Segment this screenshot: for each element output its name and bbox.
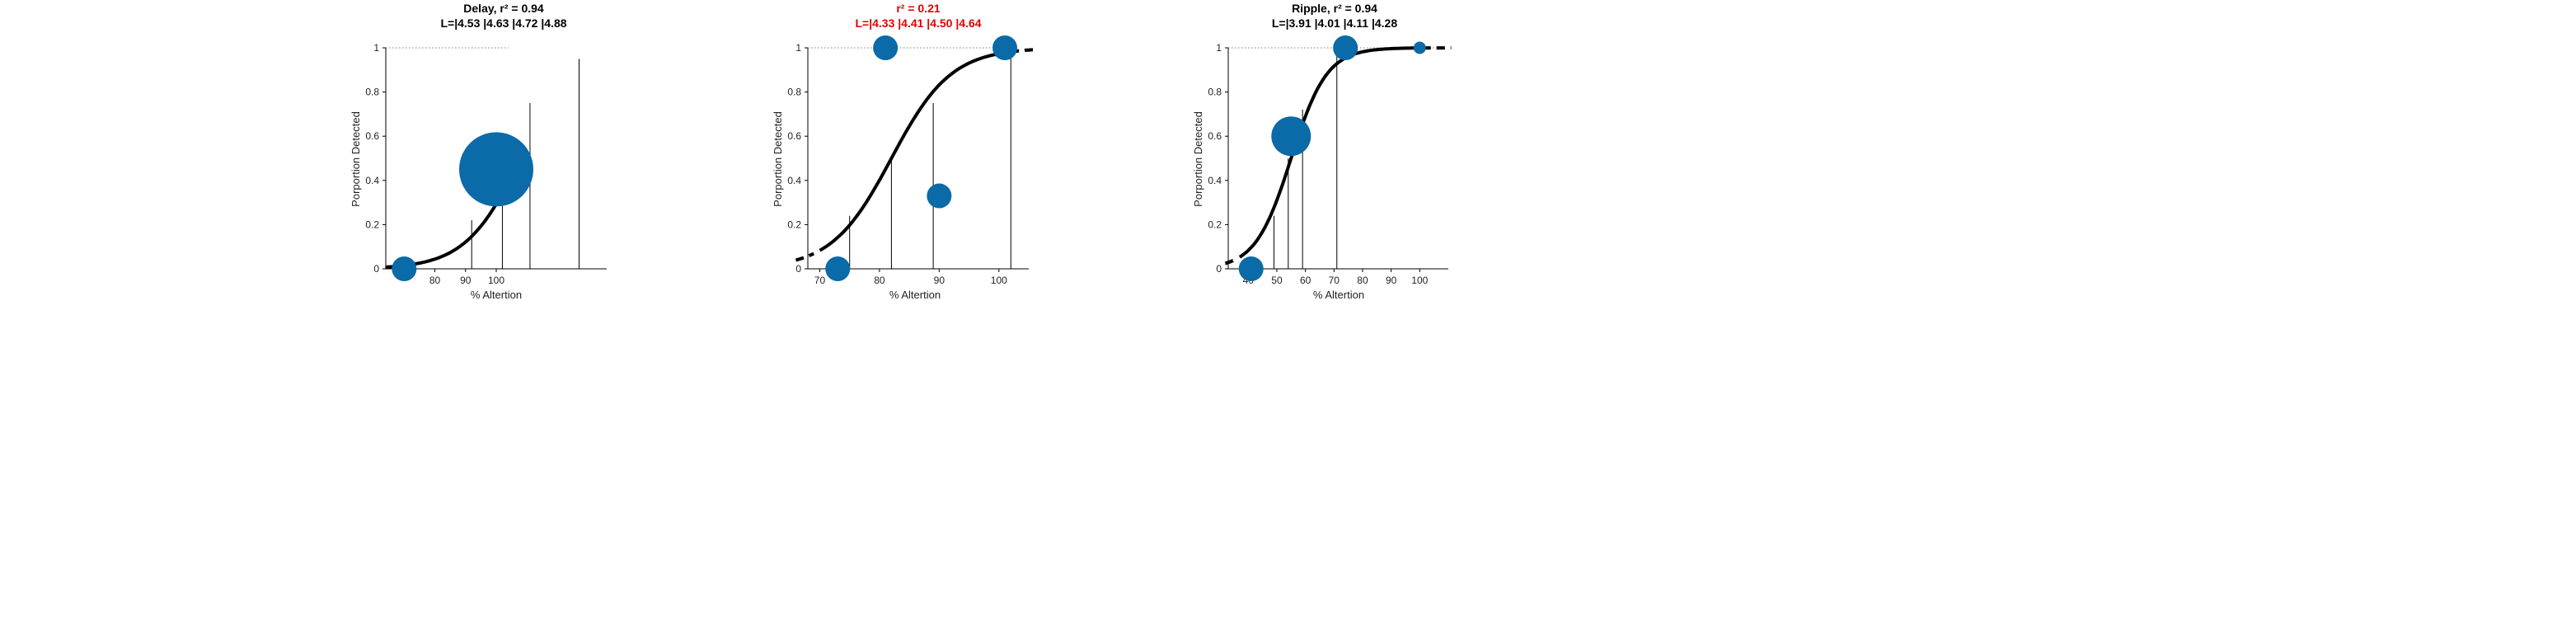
data-point [1333, 35, 1358, 60]
panel-second: r² = 0.21 L=|4.33 |4.41 |4.50 |4.64 Porp… [772, 2, 1035, 301]
y-tick-label: 0.2 [787, 219, 801, 230]
y-tick-label: 1 [795, 42, 801, 54]
fit-curve [1238, 46, 1420, 259]
fit-curve [819, 50, 1006, 252]
y-tick-label: 0.8 [365, 87, 379, 98]
y-tick-label: 1 [373, 42, 379, 54]
y-tick-label: 1 [1216, 42, 1222, 54]
x-tick-label: 70 [1329, 275, 1340, 286]
y-tick-label: 0 [373, 263, 379, 275]
data-point [927, 183, 952, 209]
y-axis-label: Porportion Detected [772, 111, 784, 207]
y-tick-label: 0 [1216, 263, 1222, 275]
x-axis-label: % Altertion [471, 289, 522, 301]
x-tick-label: 80 [874, 275, 885, 286]
data-point [1271, 116, 1311, 157]
data-point [1238, 256, 1264, 281]
data-point [392, 256, 417, 281]
fit-curve-extrapolation [795, 251, 815, 262]
panel-ripple: Ripple, r² = 0.94 L=|3.91 |4.01 |4.11 |4… [1192, 2, 1452, 301]
y-axis-label: Porportion Detected [1192, 111, 1204, 207]
data-point [1413, 41, 1426, 54]
x-tick-label: 100 [991, 275, 1007, 286]
x-tick-label: 80 [429, 275, 441, 286]
panel-title-line2: L=|4.33 |4.41 |4.50 |4.64 [855, 16, 981, 30]
y-tick-label: 0.6 [365, 130, 379, 142]
panel-title-line2: L=|4.53 |4.63 |4.72 |4.88 [440, 16, 566, 30]
x-tick-label: 70 [814, 275, 826, 286]
y-tick-label: 0.6 [787, 130, 801, 142]
y-tick-label: 0.4 [365, 175, 379, 186]
x-tick-label: 80 [1357, 275, 1368, 286]
panel-delay: Delay, r² = 0.94 L=|4.53 |4.63 |4.72 |4.… [350, 2, 607, 301]
x-tick-label: 90 [934, 275, 945, 286]
y-tick-label: 0.6 [1208, 130, 1222, 142]
x-tick-label: 60 [1300, 275, 1311, 286]
data-point [825, 256, 851, 281]
data-point [873, 35, 899, 60]
data-point [459, 132, 533, 207]
panel-title-line2: L=|3.91 |4.01 |4.11 |4.28 [1272, 16, 1397, 30]
panel-title-line1: Ripple, r² = 0.94 [1292, 2, 1377, 15]
panel-title-line1: Delay, r² = 0.94 [463, 2, 544, 15]
y-tick-label: 0.8 [787, 87, 801, 98]
x-tick-label: 100 [1411, 275, 1428, 286]
y-tick-label: 0 [795, 263, 801, 275]
y-tick-label: 0.2 [1208, 219, 1222, 230]
panel-title-line1: r² = 0.21 [896, 2, 941, 15]
x-tick-label: 90 [1386, 275, 1397, 286]
y-tick-label: 0.4 [787, 175, 801, 186]
data-point [992, 35, 1018, 60]
x-tick-label: 100 [488, 275, 504, 286]
fit-curve-extrapolation [1224, 257, 1238, 266]
y-tick-label: 0.8 [1208, 87, 1222, 98]
x-tick-label: 90 [460, 275, 472, 286]
x-axis-label: % Altertion [1313, 289, 1364, 301]
x-axis-label: % Altertion [889, 289, 941, 301]
y-tick-label: 0.2 [365, 219, 379, 230]
x-tick-label: 50 [1271, 275, 1283, 286]
y-tick-label: 0.4 [1208, 175, 1222, 186]
y-axis-label: Porportion Detected [350, 111, 362, 207]
